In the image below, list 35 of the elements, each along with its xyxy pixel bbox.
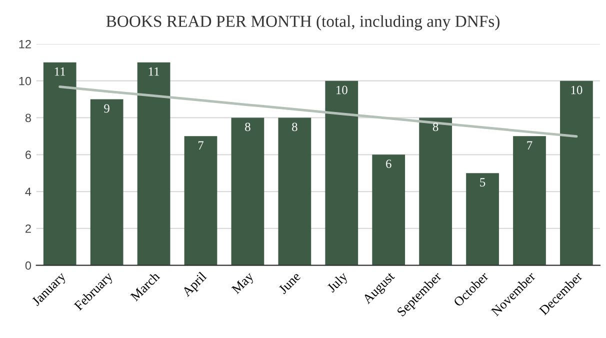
data-label: 8 [245, 122, 250, 132]
bar [372, 154, 406, 266]
data-label: 5 [480, 178, 486, 186]
data-label: 9 [104, 104, 110, 113]
data-label: 7 [198, 141, 204, 150]
bar [137, 62, 170, 266]
data-label: 6 [386, 160, 392, 168]
bar [560, 80, 593, 266]
data-label: 11 [148, 67, 160, 76]
data-label: 10 [571, 86, 582, 94]
y-tick-label: 6 [26, 150, 31, 160]
data-label: 10 [336, 86, 348, 94]
bar [184, 136, 218, 266]
y-tick-label: 8 [25, 114, 31, 122]
data-label: 11 [54, 67, 66, 76]
bar [278, 118, 312, 266]
bar [513, 136, 546, 266]
bar [90, 99, 124, 266]
data-label: 8 [292, 122, 298, 132]
data-label: 8 [432, 122, 438, 132]
bar [325, 80, 358, 266]
x-tick-label: June [278, 272, 301, 294]
y-tick-label: 10 [19, 76, 32, 86]
bar [466, 173, 499, 266]
x-tick-label: July [326, 270, 350, 295]
bar [43, 62, 76, 266]
y-tick-label: 2 [26, 224, 31, 233]
y-tick-label: 4 [25, 188, 32, 196]
bar [419, 118, 452, 266]
x-tick-label: May [231, 271, 256, 296]
y-tick-label: 0 [25, 261, 32, 270]
data-label: 7 [527, 141, 532, 150]
y-tick-label: 12 [19, 40, 31, 48]
chart-title: BOOKS READ PER MONTH (total, including any DNFs) [106, 15, 500, 30]
bar [231, 118, 264, 266]
